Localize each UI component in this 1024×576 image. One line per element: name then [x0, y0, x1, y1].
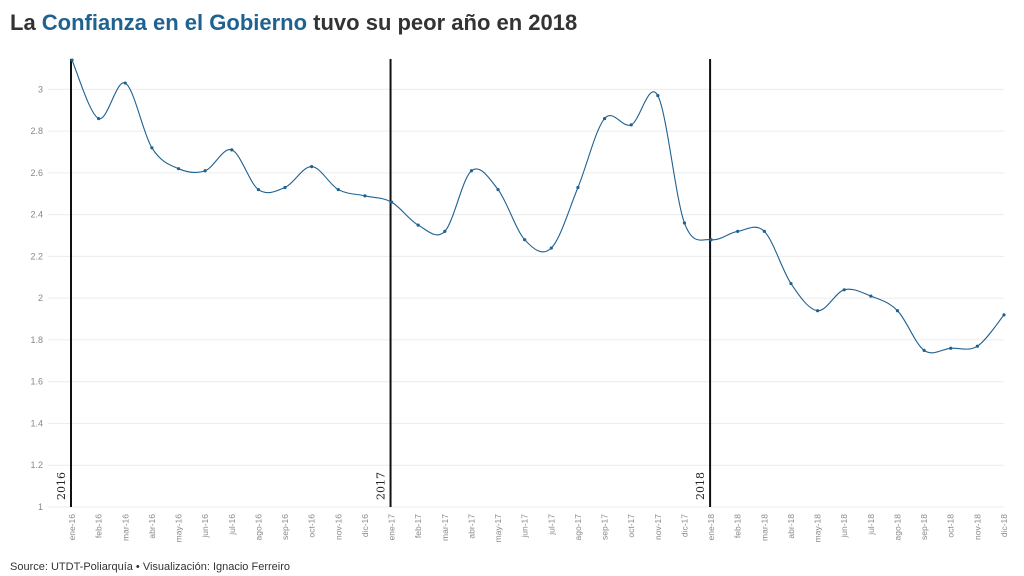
data-point-feb-17 — [416, 223, 420, 227]
data-points — [70, 58, 1006, 352]
x-tick-label: abr-16 — [147, 514, 157, 539]
data-point-abr-16 — [150, 146, 154, 150]
x-axis-ticks: ene-16 feb-16 mar-16 abr-16 may-16 jun-16 jul-… — [67, 514, 1009, 543]
data-point-may-18 — [816, 309, 820, 313]
y-tick-label: 2.6 — [30, 168, 43, 178]
x-tick-label: ago-17 — [573, 514, 583, 541]
x-tick-label: jun-17 — [520, 514, 530, 539]
year-marker-label: 2017 — [375, 472, 388, 500]
y-tick-label: 1 — [38, 502, 43, 512]
x-tick-label: ene-18 — [706, 514, 716, 541]
x-tick-label: jul-18 — [866, 514, 876, 536]
x-tick-label: ago-18 — [892, 514, 902, 541]
data-point-oct-16 — [310, 164, 314, 169]
y-tick-label: 1.8 — [30, 335, 43, 345]
x-tick-label: feb-17 — [413, 514, 423, 538]
x-tick-label: nov-18 — [972, 514, 982, 540]
x-tick-label: jul-17 — [546, 514, 556, 536]
year-markers: 2016 2017 2018 — [55, 59, 712, 507]
data-point-feb-18 — [736, 229, 740, 233]
data-point-abr-17 — [469, 169, 474, 173]
x-tick-label: jun-16 — [200, 514, 210, 539]
data-point-may-17 — [496, 187, 500, 192]
data-point-dic-16 — [363, 194, 367, 198]
data-point-oct-17 — [629, 123, 633, 127]
data-point-nov-18 — [975, 344, 979, 348]
data-point-mar-18 — [762, 229, 766, 233]
chart-title: La Confianza en el Gobierno tuvo su peor… — [10, 10, 577, 36]
x-tick-label: oct-18 — [946, 514, 956, 538]
x-tick-label: nov-16 — [333, 514, 343, 540]
data-point-sep-16 — [283, 185, 287, 190]
data-point-mar-16 — [123, 81, 127, 85]
x-tick-label: sep-17 — [600, 514, 610, 540]
y-tick-label: 2.8 — [30, 126, 43, 136]
data-point-feb-16 — [97, 116, 101, 121]
title-highlight: Confianza en el Gobierno — [41, 10, 308, 35]
x-tick-label: oct-17 — [626, 514, 636, 538]
data-point-sep-18 — [922, 348, 926, 352]
data-point-abr-18 — [789, 281, 793, 286]
data-point-jul-16 — [230, 148, 234, 152]
data-point-ene-17 — [389, 200, 394, 204]
x-tick-label: feb-18 — [733, 514, 743, 538]
data-point-oct-18 — [949, 346, 953, 350]
data-point-may-16 — [176, 167, 181, 171]
x-tick-label: dic-17 — [679, 514, 689, 537]
y-tick-label: 1.4 — [30, 418, 43, 428]
data-point-jun-17 — [523, 238, 527, 242]
x-tick-label: mar-17 — [440, 514, 450, 541]
y-tick-label: 2.2 — [30, 251, 43, 261]
year-marker-label: 2016 — [55, 472, 68, 500]
x-tick-label: jun-18 — [839, 514, 849, 539]
data-point-ago-17 — [576, 185, 580, 190]
y-axis-ticks: 1 1.2 1.4 1.6 1.8 2 2.2 2.4 2.6 2.8 3 — [30, 84, 43, 512]
data-point-dic-18 — [1002, 313, 1006, 317]
x-tick-label: dic-18 — [999, 514, 1009, 537]
data-point-sep-17 — [602, 116, 607, 121]
source-credit: Source: UTDT-Poliarquía • Visualización:… — [10, 561, 290, 573]
data-point-ene-18 — [709, 238, 713, 242]
x-tick-label: dic-16 — [360, 514, 370, 537]
series-line-group — [71, 59, 1005, 354]
y-tick-label: 2 — [38, 293, 43, 303]
title-suffix: tuvo su peor año en 2018 — [307, 10, 578, 35]
x-tick-label: nov-17 — [653, 514, 663, 540]
y-tick-label: 3 — [38, 84, 43, 94]
data-point-mar-17 — [443, 229, 447, 233]
x-tick-label: ago-16 — [253, 514, 263, 541]
data-point-ago-18 — [895, 309, 900, 313]
x-tick-label: may-18 — [813, 514, 823, 543]
x-tick-label: may-17 — [493, 514, 503, 543]
data-point-nov-17 — [656, 93, 660, 98]
x-tick-label: mar-16 — [120, 514, 130, 541]
year-marker-label: 2018 — [694, 472, 707, 500]
x-tick-label: ene-16 — [67, 514, 77, 541]
x-tick-label: oct-16 — [307, 514, 317, 538]
data-point-dic-17 — [682, 221, 687, 225]
y-tick-label: 1.6 — [30, 377, 43, 387]
x-tick-label: sep-18 — [919, 514, 929, 540]
grid-lines — [48, 88, 1004, 508]
data-point-ago-16 — [256, 187, 260, 192]
series-line — [71, 59, 1005, 354]
x-tick-label: sep-16 — [280, 514, 290, 540]
data-point-jul-17 — [549, 246, 553, 250]
title-prefix: La — [10, 10, 42, 35]
x-tick-label: may-16 — [174, 514, 184, 543]
y-tick-label: 2.4 — [30, 210, 43, 220]
data-point-jul-18 — [869, 294, 873, 298]
x-tick-label: mar-18 — [759, 514, 769, 541]
x-tick-label: abr-18 — [786, 514, 796, 539]
data-point-ene-16 — [70, 58, 74, 62]
data-point-jun-18 — [842, 288, 846, 292]
x-tick-label: ene-17 — [387, 514, 397, 541]
y-tick-label: 1.2 — [30, 460, 43, 470]
data-point-jun-16 — [203, 169, 207, 173]
x-tick-label: jul-16 — [227, 514, 237, 536]
x-tick-label: abr-17 — [466, 514, 476, 539]
data-point-nov-16 — [336, 187, 340, 192]
x-tick-label: feb-16 — [94, 514, 104, 538]
